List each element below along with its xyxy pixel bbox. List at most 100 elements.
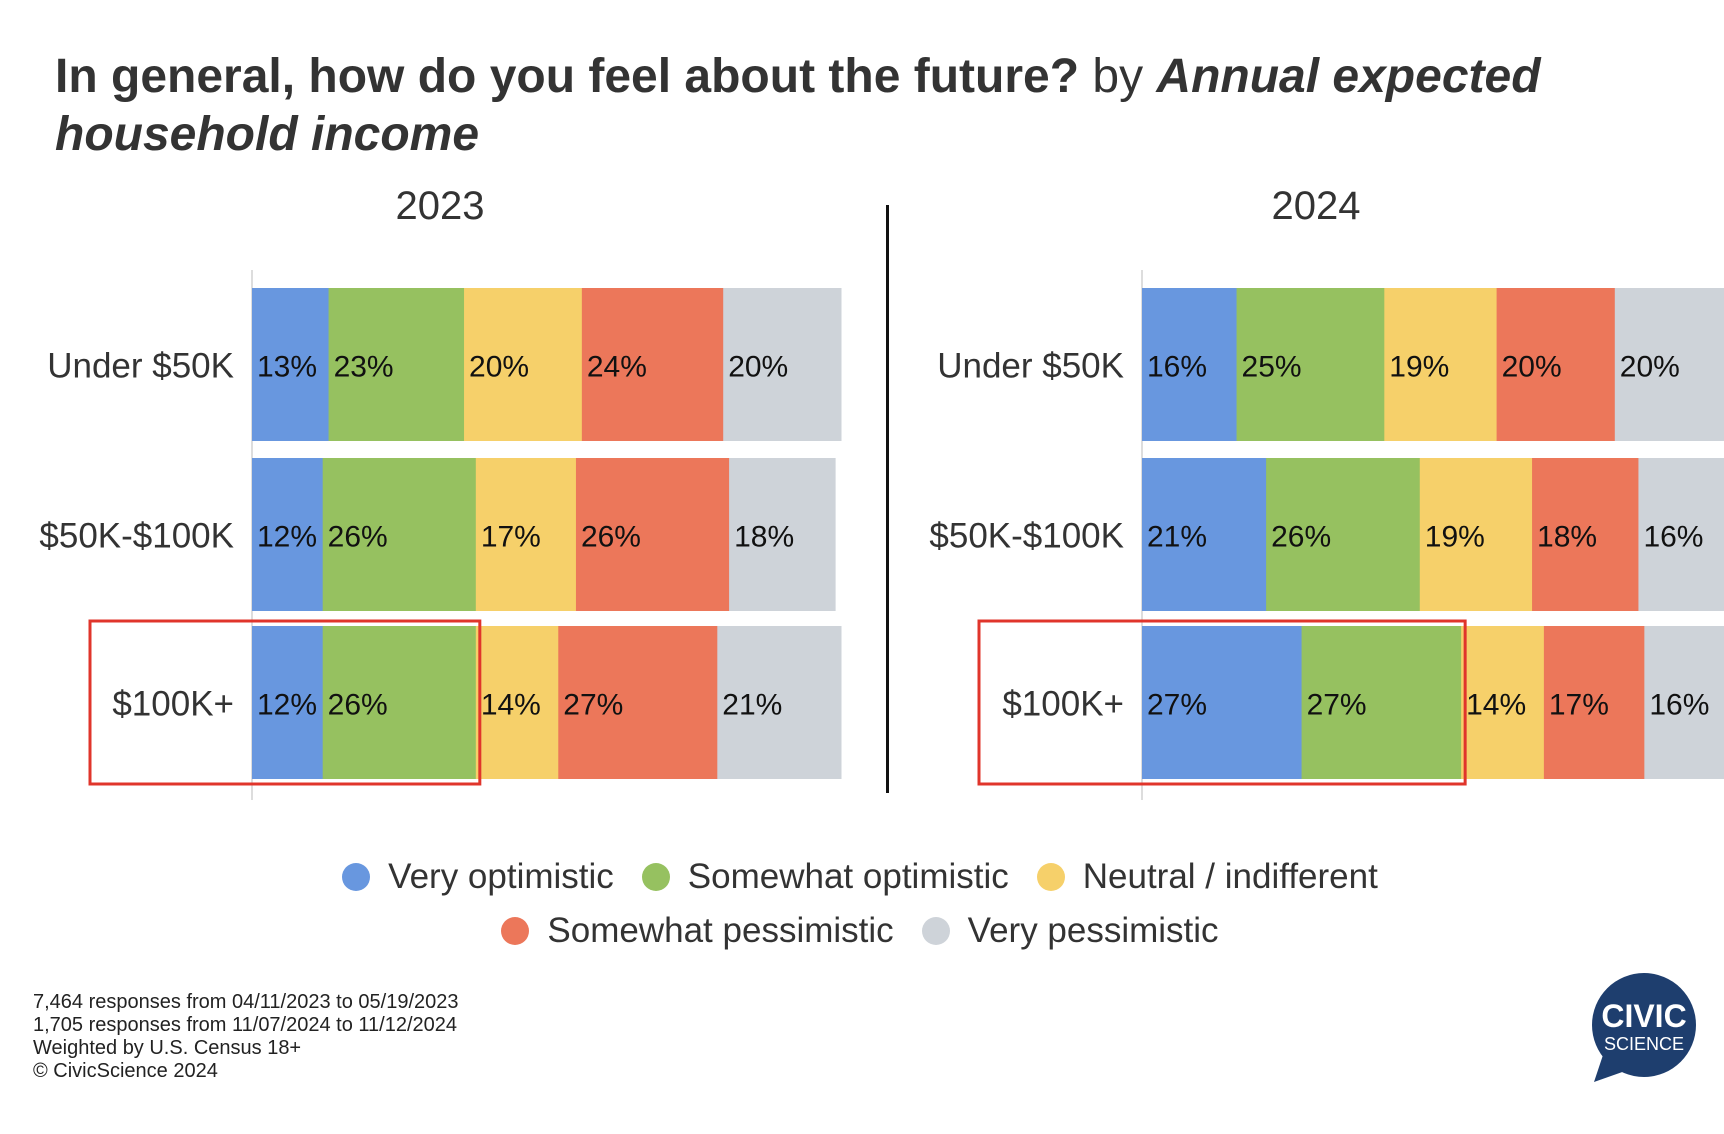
highlight-box-2024 <box>977 619 1467 786</box>
bar-2023-100k-very-pessimistic <box>717 626 842 779</box>
data-label-2024-100k-somewhat-optimistic: 27% <box>1307 689 1367 722</box>
chart-title: In general, how do you feel about the fu… <box>55 48 1615 164</box>
bar-2023-under-50k-very-optimistic <box>252 288 330 441</box>
panel-year-2023: 2023 <box>395 184 485 228</box>
bar-2024-100k-neutral-indifferent <box>1461 626 1545 779</box>
category-label-2023-under-50k: Under $50K <box>47 347 234 386</box>
data-label-2023-50k-100k-somewhat-optimistic: 26% <box>328 521 388 554</box>
logo-text-civic: CIVIC <box>1601 998 1687 1034</box>
legend-label-somewhat-optimistic: Somewhat optimistic <box>687 857 1009 896</box>
data-label-2024-100k-very-optimistic: 27% <box>1147 689 1207 722</box>
legend-item-somewhat-optimistic: Somewhat optimistic <box>641 857 1009 896</box>
panel-2023: 2023 Under $50K 13% 23% 20% 24% 20% $50K-$100K… <box>0 170 886 820</box>
legend-swatch-somewhat-optimistic <box>641 863 670 891</box>
bar-2023-50k-100k-neutral-indifferent <box>475 458 577 611</box>
data-label-2023-100k-somewhat-pessimistic: 27% <box>563 689 623 722</box>
civicscience-logo: CIVIC SCIENCE <box>1586 970 1702 1086</box>
bar-2024-50k-100k-neutral-indifferent <box>1419 458 1533 611</box>
bar-2023-100k-somewhat-pessimistic <box>558 626 718 779</box>
legend-swatch-somewhat-pessimistic <box>501 917 530 945</box>
bar-2024-100k-very-pessimistic <box>1644 626 1724 779</box>
bar-2024-under-50k-neutral-indifferent <box>1384 288 1498 441</box>
bar-2024-50k-100k-very-optimistic <box>1142 458 1267 611</box>
bar-2024-under-50k-somewhat-pessimistic <box>1496 288 1616 441</box>
legend-item-neutral-indifferent: Neutral / indifferent <box>1036 857 1378 896</box>
bar-2023-under-50k-somewhat-optimistic <box>328 288 465 441</box>
bar-2024-50k-100k-somewhat-pessimistic <box>1532 458 1639 611</box>
legend-swatch-very-optimistic <box>342 863 371 891</box>
legend-item-somewhat-pessimistic: Somewhat pessimistic <box>501 911 894 950</box>
title-question: In general, how do you feel about the fu… <box>55 50 1080 103</box>
category-label-2023-50k-100k: $50K-$100K <box>39 517 234 556</box>
data-label-2023-100k-somewhat-optimistic: 26% <box>328 689 388 722</box>
data-label-2023-50k-100k-somewhat-pessimistic: 26% <box>581 521 641 554</box>
data-label-2023-100k-very-optimistic: 12% <box>257 689 317 722</box>
bar-2024-100k-somewhat-pessimistic <box>1543 626 1645 779</box>
data-label-2023-under-50k-very-optimistic: 13% <box>257 351 317 384</box>
bar-2023-100k-neutral-indifferent <box>475 626 559 779</box>
bar-2023-100k-very-optimistic <box>252 626 324 779</box>
data-label-2024-50k-100k-neutral-indifferent: 19% <box>1425 521 1485 554</box>
bar-2024-100k-somewhat-optimistic <box>1301 626 1462 779</box>
stacked-bar-chart-2023: Under $50K 13% 23% 20% 24% 20% $50K-$100K 12% 26… <box>39 270 842 800</box>
legend-swatch-very-pessimistic <box>921 917 950 945</box>
stacked-bar-chart-2024: Under $50K 16% 25% 19% 20% 20% $50K-$100K 21% 26… <box>929 270 1724 800</box>
bar-2023-under-50k-very-pessimistic <box>723 288 842 441</box>
bar-2023-50k-100k-somewhat-pessimistic <box>575 458 730 611</box>
bar-2024-100k-very-optimistic <box>1142 626 1303 779</box>
data-label-2023-100k-very-pessimistic: 21% <box>722 689 782 722</box>
bar-2024-under-50k-somewhat-optimistic <box>1236 288 1385 441</box>
data-label-2023-100k-neutral-indifferent: 14% <box>481 689 541 722</box>
category-label-2023-100k: $100K+ <box>112 685 234 724</box>
bar-2024-50k-100k-very-pessimistic <box>1638 458 1724 611</box>
data-label-2023-under-50k-very-pessimistic: 20% <box>728 351 788 384</box>
bar-2023-under-50k-neutral-indifferent <box>464 288 583 441</box>
data-label-2024-100k-very-pessimistic: 16% <box>1649 689 1709 722</box>
logo-text-science: SCIENCE <box>1603 1034 1684 1054</box>
bar-2023-50k-100k-very-pessimistic <box>729 458 836 611</box>
highlight-box-2023 <box>88 619 482 786</box>
bar-2023-100k-somewhat-optimistic <box>322 626 477 779</box>
legend: Very optimistic Somewhat optimistic Neutra… <box>300 857 1420 950</box>
data-label-2024-under-50k-very-optimistic: 16% <box>1147 351 1207 384</box>
data-label-2024-under-50k-somewhat-pessimistic: 20% <box>1502 351 1562 384</box>
bar-2024-50k-100k-somewhat-optimistic <box>1266 458 1421 611</box>
footnotes: 7,464 responses from 04/11/2023 to 05/19… <box>33 991 459 1083</box>
category-label-2024-100k: $100K+ <box>1002 685 1124 724</box>
data-label-2024-50k-100k-very-pessimistic: 16% <box>1643 521 1703 554</box>
logo-bubble-icon <box>1592 973 1696 1082</box>
footnote-copyright: © CivicScience 2024 <box>33 1060 218 1082</box>
legend-item-very-optimistic: Very optimistic <box>342 857 614 896</box>
data-label-2024-under-50k-somewhat-optimistic: 25% <box>1242 351 1302 384</box>
data-label-2024-under-50k-very-pessimistic: 20% <box>1620 351 1680 384</box>
data-label-2023-50k-100k-very-optimistic: 12% <box>257 521 317 554</box>
bar-2023-under-50k-somewhat-pessimistic <box>581 288 724 441</box>
data-label-2023-under-50k-somewhat-pessimistic: 24% <box>587 351 647 384</box>
legend-label-neutral-indifferent: Neutral / indifferent <box>1082 857 1378 896</box>
data-label-2023-50k-100k-neutral-indifferent: 17% <box>481 521 541 554</box>
data-label-2024-50k-100k-somewhat-pessimistic: 18% <box>1537 521 1597 554</box>
panel-2024: 2024 Under $50K 16% 25% 19% 20% 20% $50K-$100K… <box>889 170 1724 820</box>
data-label-2024-50k-100k-somewhat-optimistic: 26% <box>1271 521 1331 554</box>
legend-swatch-neutral-indifferent <box>1036 863 1065 891</box>
footnote-responses-2023: 7,464 responses from 04/11/2023 to 05/19… <box>33 991 459 1013</box>
data-label-2023-under-50k-somewhat-optimistic: 23% <box>334 351 394 384</box>
legend-label-somewhat-pessimistic: Somewhat pessimistic <box>547 911 894 950</box>
footnote-responses-2024: 1,705 responses from 11/07/2024 to 11/12… <box>33 1014 458 1036</box>
data-label-2023-under-50k-neutral-indifferent: 20% <box>469 351 529 384</box>
bar-2023-50k-100k-very-optimistic <box>252 458 324 611</box>
bar-2024-under-50k-very-optimistic <box>1142 288 1238 441</box>
data-label-2024-100k-somewhat-pessimistic: 17% <box>1549 689 1609 722</box>
data-label-2024-100k-neutral-indifferent: 14% <box>1466 689 1526 722</box>
legend-label-very-pessimistic: Very pessimistic <box>967 911 1219 950</box>
panel-year-2024: 2024 <box>1271 184 1361 228</box>
bar-2023-50k-100k-somewhat-optimistic <box>322 458 477 611</box>
legend-label-very-optimistic: Very optimistic <box>388 857 614 896</box>
data-label-2024-under-50k-neutral-indifferent: 19% <box>1389 351 1449 384</box>
data-label-2023-50k-100k-very-pessimistic: 18% <box>734 521 794 554</box>
data-label-2024-50k-100k-very-optimistic: 21% <box>1147 521 1207 554</box>
year-divider <box>886 205 889 793</box>
footnote-weighting: Weighted by U.S. Census 18+ <box>33 1037 302 1059</box>
title-variable: Annual expected household income <box>55 50 1541 161</box>
title-by: by <box>1092 50 1144 103</box>
